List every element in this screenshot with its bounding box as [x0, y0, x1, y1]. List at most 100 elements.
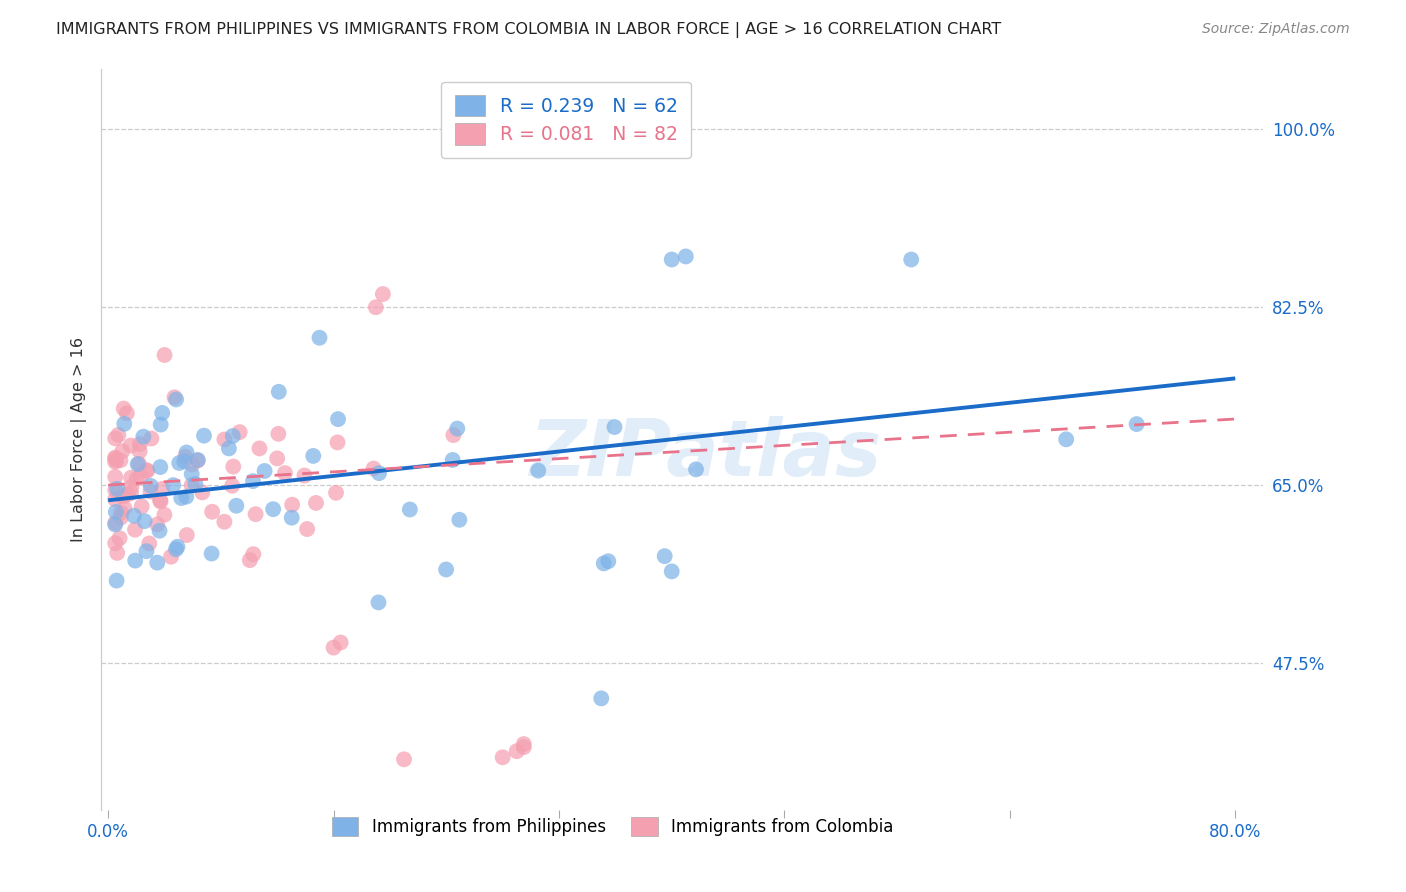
Point — [322, 640, 344, 655]
Point — [127, 457, 149, 471]
Point — [591, 691, 613, 706]
Point — [104, 505, 127, 519]
Point — [294, 468, 316, 483]
Point — [104, 470, 127, 484]
Point — [167, 456, 190, 470]
Point — [449, 513, 471, 527]
Point — [446, 421, 468, 435]
Point — [371, 287, 394, 301]
Point — [441, 453, 464, 467]
Point — [326, 412, 349, 426]
Point — [120, 439, 142, 453]
Point — [900, 252, 922, 267]
Point — [160, 549, 183, 564]
Point — [170, 491, 193, 505]
Point — [513, 740, 536, 755]
Point — [105, 546, 128, 560]
Point — [267, 384, 290, 399]
Point — [132, 430, 155, 444]
Point — [201, 505, 224, 519]
Point — [124, 523, 146, 537]
Point — [181, 458, 204, 472]
Point — [165, 392, 187, 407]
Point — [222, 429, 245, 443]
Point — [249, 442, 271, 456]
Point — [176, 528, 198, 542]
Point — [1054, 433, 1077, 447]
Point — [105, 482, 128, 496]
Point — [242, 474, 264, 488]
Point — [120, 471, 142, 485]
Point — [214, 515, 236, 529]
Point — [180, 467, 202, 481]
Point — [492, 750, 515, 764]
Point — [138, 536, 160, 550]
Point — [180, 478, 202, 492]
Point — [139, 484, 162, 499]
Point — [214, 433, 236, 447]
Point — [149, 417, 172, 432]
Point — [184, 477, 207, 491]
Point — [114, 501, 136, 516]
Point — [661, 252, 683, 267]
Point — [221, 478, 243, 492]
Point — [135, 464, 157, 478]
Point — [228, 425, 250, 439]
Point — [176, 445, 198, 459]
Point — [117, 487, 139, 501]
Point — [399, 502, 422, 516]
Point — [104, 451, 127, 466]
Point — [136, 463, 159, 477]
Point — [128, 457, 150, 471]
Point — [104, 516, 127, 530]
Point — [105, 574, 128, 588]
Point — [193, 428, 215, 442]
Point — [364, 300, 387, 314]
Point — [262, 502, 284, 516]
Point — [329, 635, 352, 649]
Point — [110, 506, 132, 520]
Point — [280, 510, 302, 524]
Point — [141, 432, 163, 446]
Point — [173, 454, 195, 468]
Point — [302, 449, 325, 463]
Point — [598, 554, 620, 568]
Point — [115, 406, 138, 420]
Point — [434, 562, 457, 576]
Point — [187, 453, 209, 467]
Point — [295, 522, 318, 536]
Point — [149, 494, 172, 508]
Point — [105, 453, 128, 467]
Point — [274, 466, 297, 480]
Point — [124, 553, 146, 567]
Point — [174, 450, 197, 464]
Point — [104, 455, 127, 469]
Point — [685, 462, 707, 476]
Point — [107, 428, 129, 442]
Point — [305, 496, 328, 510]
Point — [308, 331, 330, 345]
Point — [125, 472, 148, 486]
Point — [661, 565, 683, 579]
Point — [253, 464, 276, 478]
Point — [153, 348, 176, 362]
Point — [112, 417, 135, 431]
Point — [120, 486, 142, 500]
Point — [135, 544, 157, 558]
Text: Source: ZipAtlas.com: Source: ZipAtlas.com — [1202, 22, 1350, 37]
Point — [654, 549, 676, 563]
Point — [139, 479, 162, 493]
Point — [112, 489, 135, 503]
Point — [108, 531, 131, 545]
Point — [131, 500, 153, 514]
Point — [149, 460, 172, 475]
Point — [441, 428, 464, 442]
Point — [166, 540, 188, 554]
Point — [281, 498, 304, 512]
Point — [153, 508, 176, 522]
Point — [110, 453, 132, 467]
Point — [104, 536, 127, 550]
Point — [242, 547, 264, 561]
Point — [527, 464, 550, 478]
Point — [225, 499, 247, 513]
